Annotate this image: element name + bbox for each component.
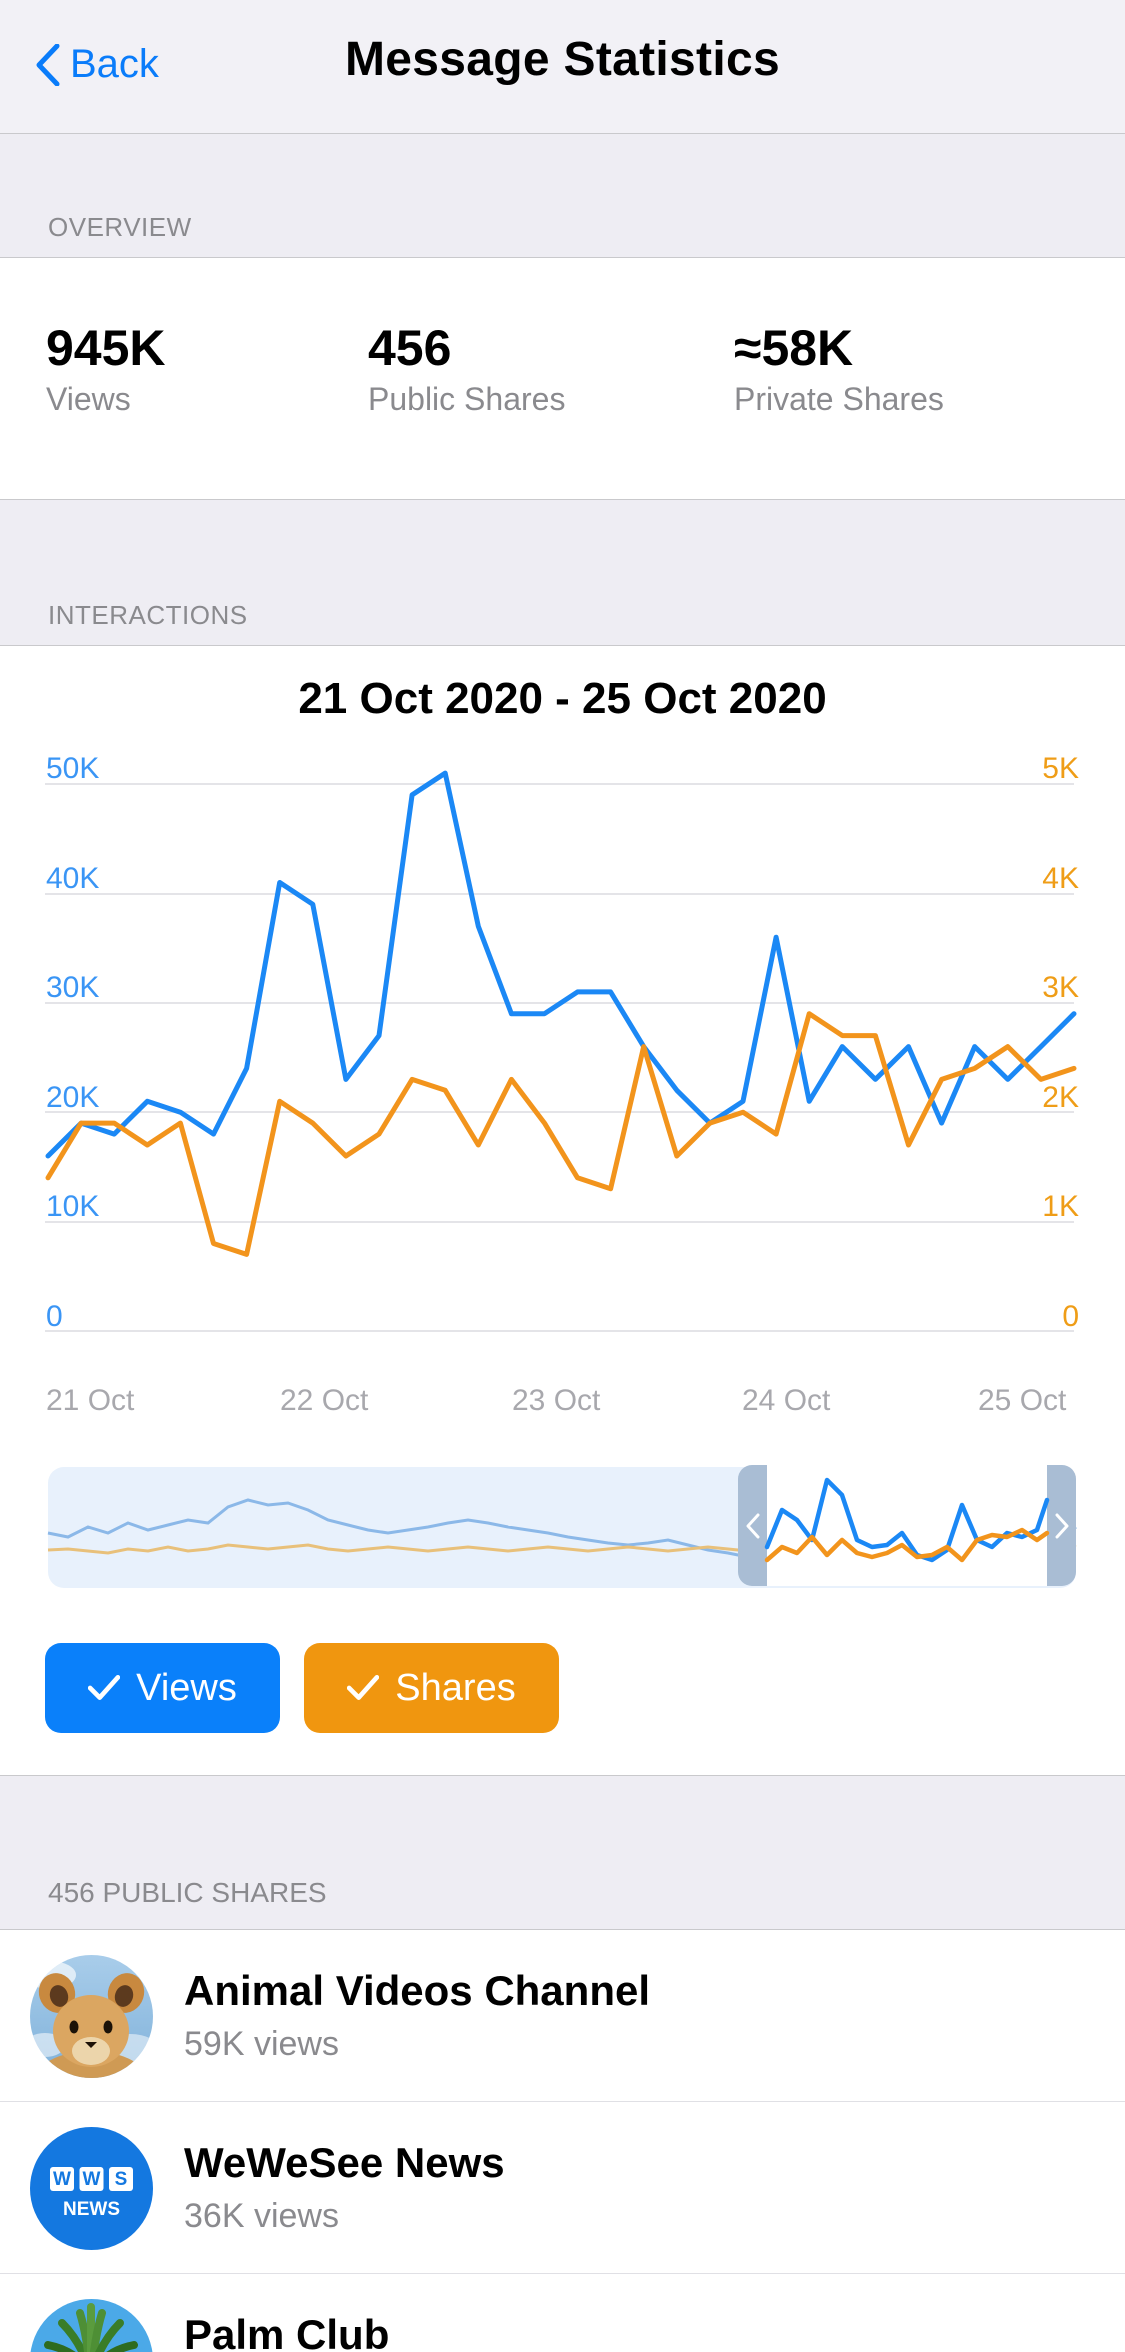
svg-text:S: S xyxy=(115,2169,128,2190)
svg-text:W: W xyxy=(53,2169,71,2190)
svg-text:NEWS: NEWS xyxy=(63,2199,120,2220)
svg-text:W: W xyxy=(83,2169,101,2190)
